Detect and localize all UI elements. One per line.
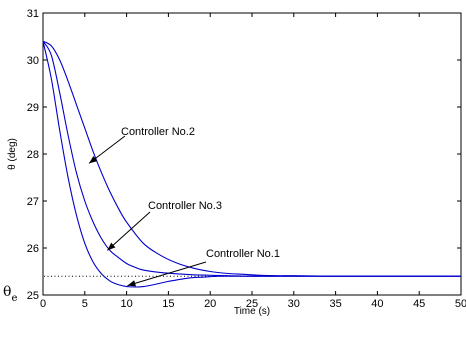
x-axis-label: Time (s) [234, 306, 270, 317]
y-axis-ticks: 25 26 27 28 29 30 31 [27, 8, 461, 302]
series-group [42, 40, 461, 288]
series-line-2 [42, 40, 461, 277]
annotation-arrowhead-1 [88, 156, 98, 164]
annotation-arrowhead-3 [127, 280, 137, 287]
x-tick-label: 25 [246, 298, 258, 310]
annotation-arrow-2 [107, 211, 151, 251]
theta-e-subscript: e [11, 293, 17, 304]
x-tick-label: 0 [40, 298, 46, 310]
x-tick-label: 5 [82, 298, 88, 310]
y-axis-label: θ (deg) [7, 138, 18, 170]
theta-e-main: θ [3, 284, 11, 300]
y-tick-label: 26 [27, 243, 39, 255]
y-tick-label: 31 [27, 8, 39, 20]
x-tick-label: 15 [162, 298, 174, 310]
annotation-label-2: Controller No.3 [148, 200, 222, 212]
annotation-label-1: Controller No.2 [121, 126, 195, 138]
x-tick-label: 20 [204, 298, 216, 310]
annotation-label-3: Controller No.1 [206, 248, 280, 260]
plot-area: 0 5 10 15 20 25 30 35 40 45 50 25 26 27 28 29 30 31 Cont… [27, 8, 466, 310]
annotation-arrowhead-2 [107, 242, 116, 251]
series-line-1 [42, 40, 461, 277]
y-tick-label: 25 [27, 290, 39, 302]
x-tick-label: 40 [371, 298, 383, 310]
y-tick-label: 29 [27, 102, 39, 114]
x-tick-label: 10 [120, 298, 132, 310]
x-axis-ticks: 0 5 10 15 20 25 30 35 40 45 50 [40, 13, 466, 310]
annotation-arrow-3 [127, 261, 207, 287]
y-tick-label: 30 [27, 55, 39, 67]
y-tick-label: 27 [27, 196, 39, 208]
series-line-3 [42, 41, 461, 288]
theta-e-label: θe [3, 284, 17, 304]
x-tick-label: 30 [288, 298, 300, 310]
annotations-group: Controller No.2 Controller No.3 Controller… [88, 126, 280, 287]
x-tick-label: 45 [413, 298, 425, 310]
x-tick-label: 35 [329, 298, 341, 310]
y-tick-label: 28 [27, 149, 39, 161]
x-tick-label: 50 [455, 298, 466, 310]
